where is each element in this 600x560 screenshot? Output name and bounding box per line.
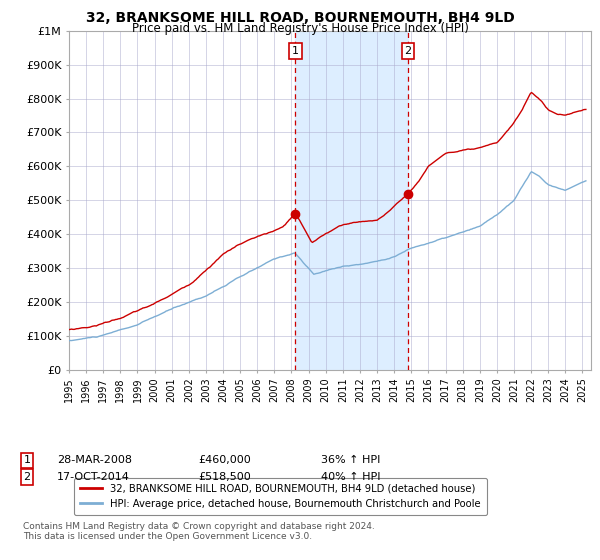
Text: 2: 2 [23, 472, 31, 482]
Text: 28-MAR-2008: 28-MAR-2008 [57, 455, 132, 465]
Text: 36% ↑ HPI: 36% ↑ HPI [321, 455, 380, 465]
Text: £460,000: £460,000 [198, 455, 251, 465]
Text: 2: 2 [404, 46, 412, 56]
Text: 32, BRANKSOME HILL ROAD, BOURNEMOUTH, BH4 9LD: 32, BRANKSOME HILL ROAD, BOURNEMOUTH, BH… [86, 11, 514, 25]
Text: 1: 1 [292, 46, 299, 56]
Text: 40% ↑ HPI: 40% ↑ HPI [321, 472, 380, 482]
Bar [295, 31, 408, 370]
Text: 17-OCT-2014: 17-OCT-2014 [57, 472, 130, 482]
Text: Price paid vs. HM Land Registry's House Price Index (HPI): Price paid vs. HM Land Registry's House … [131, 22, 469, 35]
Legend: 32, BRANKSOME HILL ROAD, BOURNEMOUTH, BH4 9LD (detached house), HPI: Average pri: 32, BRANKSOME HILL ROAD, BOURNEMOUTH, BH… [74, 478, 487, 515]
Text: 1: 1 [23, 455, 31, 465]
Text: Contains HM Land Registry data © Crown copyright and database right 2024.
This d: Contains HM Land Registry data © Crown c… [23, 522, 374, 542]
Text: £518,500: £518,500 [198, 472, 251, 482]
